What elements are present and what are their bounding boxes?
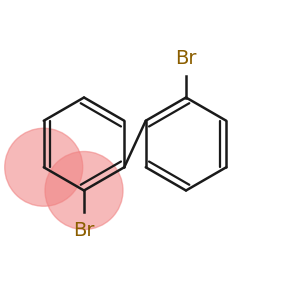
Text: Br: Br	[73, 220, 95, 239]
Circle shape	[45, 152, 123, 230]
Circle shape	[5, 128, 83, 206]
Text: Br: Br	[175, 49, 197, 68]
